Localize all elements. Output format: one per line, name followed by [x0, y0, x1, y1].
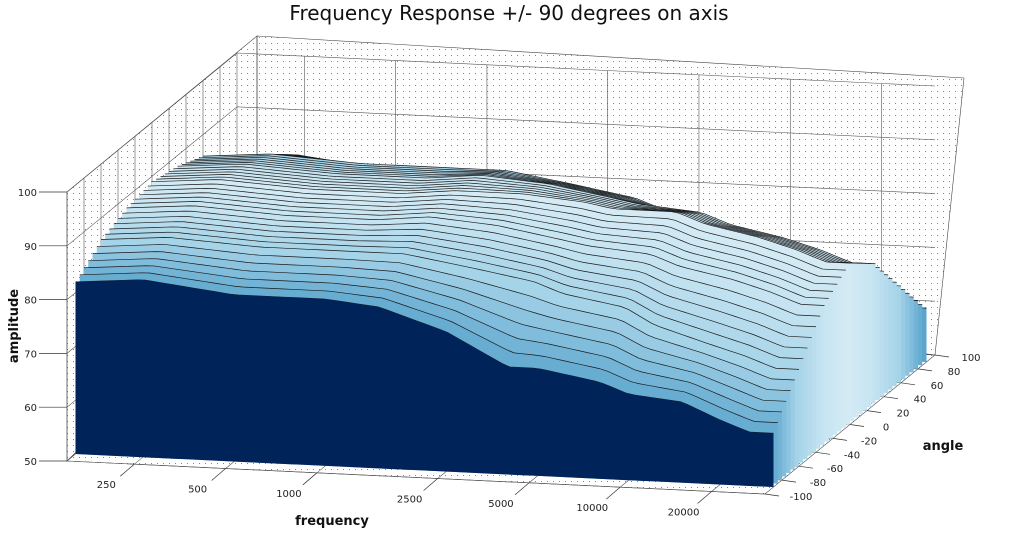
angle-tick-label: -60	[827, 464, 843, 475]
angle-tick-label: 0	[883, 423, 889, 434]
grid-line-amplitude	[236, 52, 936, 87]
angle-tick-label: -100	[790, 492, 813, 503]
surface-contour	[134, 196, 834, 292]
frequency-axis-label: frequency	[295, 514, 369, 529]
angle-tick-label: 40	[914, 395, 927, 406]
surface-contour	[160, 174, 859, 264]
chart-title: Frequency Response +/- 90 degrees on axi…	[289, 1, 728, 25]
frequency-tick-mark	[423, 478, 438, 491]
surface-contour	[177, 163, 876, 265]
surface-contour	[143, 188, 842, 278]
frequency-tick-mark	[211, 468, 226, 481]
frequency-tick-label: 2500	[397, 495, 422, 506]
grid-line-amplitude	[236, 106, 936, 141]
amplitude-tick-label: 100	[18, 188, 37, 199]
angle-tick-label: -20	[861, 436, 877, 447]
angle-tick-label: 100	[961, 353, 980, 364]
angle-tick-mark	[900, 382, 916, 386]
surface-contour	[117, 216, 817, 328]
surface-contour	[164, 171, 863, 264]
angle-tick-mark	[764, 493, 780, 497]
frequency-tick-mark	[302, 472, 318, 486]
amplitude-tick-label: 50	[24, 457, 37, 468]
angle-tick-mark	[883, 396, 899, 400]
angle-tick-mark	[934, 354, 950, 358]
surface-contour	[126, 205, 825, 306]
frequency-tick-mark	[120, 463, 135, 477]
angle-tick-mark	[917, 368, 933, 372]
frequency-tick-mark	[514, 482, 530, 496]
surface-contour	[139, 192, 838, 285]
angle-tick-mark	[832, 438, 848, 441]
frequency-tick-label: 500	[188, 484, 207, 495]
surface-contour	[79, 272, 778, 423]
angle-tick-mark	[866, 410, 882, 413]
surface-contour	[168, 168, 868, 264]
surface-contour	[113, 221, 812, 338]
angle-tick-mark	[849, 424, 865, 427]
frequency-ticks: 250 500 1000 2500 5000 10000 20000	[97, 463, 712, 518]
angle-tick-label: -40	[844, 450, 860, 461]
angle-tick-label: 80	[948, 367, 961, 378]
surface-contour	[122, 210, 821, 317]
frequency-tick-label: 250	[97, 480, 116, 491]
surface-contour	[173, 166, 872, 265]
angle-tick-mark	[815, 451, 831, 455]
surface-contour	[83, 265, 783, 413]
front-face-fill	[75, 279, 774, 488]
angle-tick-mark	[798, 465, 814, 469]
angle-tick-label: 60	[931, 381, 944, 392]
angle-tick-label: 20	[897, 409, 910, 420]
frequency-tick-label: 1000	[276, 489, 301, 500]
surface-contour	[105, 231, 804, 360]
angle-tick-mark	[781, 479, 797, 483]
surface-contour	[96, 244, 795, 381]
surface-contour	[92, 251, 791, 392]
amplitude-axis-label: amplitude	[7, 289, 22, 363]
surface-contour	[88, 258, 787, 402]
grid-line-angle	[66, 460, 766, 495]
amplitude-ticks: 50 60 70 80 90 100	[18, 188, 67, 468]
surface-contour	[130, 201, 829, 299]
surface-contour	[100, 237, 800, 370]
front-face	[75, 279, 774, 488]
surface-contour	[147, 183, 846, 271]
angle-axis-label: angle	[923, 439, 964, 454]
frequency-tick-mark	[606, 486, 621, 500]
frequency-tick-label: 5000	[488, 499, 513, 510]
surface-contour	[151, 179, 851, 264]
angle-tick-label: -80	[810, 478, 826, 489]
frequency-tick-label: 20000	[668, 507, 700, 518]
amplitude-tick-label: 90	[24, 242, 37, 253]
frequency-tick-mark	[697, 491, 712, 504]
amplitude-tick-label: 80	[24, 296, 37, 307]
amplitude-tick-label: 70	[24, 349, 37, 360]
surface-contour	[156, 176, 855, 264]
amplitude-tick-label: 60	[24, 403, 37, 414]
frequency-tick-label: 10000	[576, 503, 608, 514]
surface-contour	[109, 226, 808, 349]
